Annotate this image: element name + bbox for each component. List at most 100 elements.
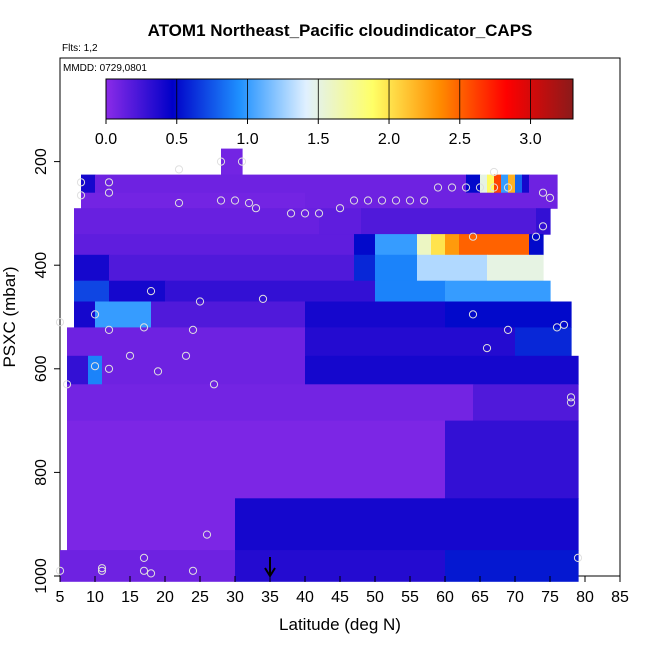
heatmap-cell xyxy=(67,498,236,551)
colorbar: 0.0 0.5 1.0 1.5 2.0 2.5 3.0 xyxy=(95,78,574,148)
colorbar-tick-label: 1.0 xyxy=(236,131,258,148)
heatmap-cell xyxy=(508,174,516,194)
colorbar-tick-label: 1.5 xyxy=(307,131,329,148)
sample-point xyxy=(104,325,114,334)
heatmap-cell xyxy=(95,301,152,328)
sample-point xyxy=(405,196,415,205)
heatmap-cell xyxy=(305,355,579,385)
heatmap-cell xyxy=(74,301,96,328)
x-tick-label: 50 xyxy=(366,589,384,606)
chart-title: ATOM1 Northeast_Pacific cloudindicator_C… xyxy=(148,21,533,40)
sample-point xyxy=(538,188,548,197)
sample-point xyxy=(559,320,569,329)
sample-point xyxy=(55,318,65,327)
x-axis: 5 10 15 20 25 30 35 40 45 50 55 60 65 70 75 80 85 xyxy=(56,576,629,606)
heatmap-cell xyxy=(515,174,523,194)
sample-point xyxy=(335,204,345,213)
heatmap-cell xyxy=(74,280,110,302)
y-tick-label: 400 xyxy=(33,252,50,279)
heatmap-cell xyxy=(473,384,579,422)
sample-point xyxy=(419,196,429,205)
heatmap-cell xyxy=(445,550,579,582)
date-label: MMDD: 0729,0801 xyxy=(63,63,147,74)
heatmap-cell xyxy=(305,301,446,328)
x-tick-label: 60 xyxy=(436,589,454,606)
heatmap-cell xyxy=(67,355,89,385)
heatmap-cell xyxy=(67,327,306,357)
sample-point xyxy=(153,367,163,376)
sample-point xyxy=(468,232,478,241)
heatmap-cell xyxy=(361,208,537,235)
heatmap-cell xyxy=(487,254,544,282)
sample-point xyxy=(349,196,359,205)
flights-label: Flts: 1,2 xyxy=(62,43,98,54)
heatmap-cell xyxy=(354,234,376,256)
heatmap-cell xyxy=(74,234,355,256)
sample-point xyxy=(139,553,149,563)
sample-point xyxy=(139,323,149,332)
x-tick-label: 80 xyxy=(576,589,594,606)
sample-point xyxy=(538,222,548,231)
sample-point xyxy=(230,196,240,205)
x-tick-label: 70 xyxy=(506,589,524,606)
heatmap-cell xyxy=(95,174,467,194)
sample-point xyxy=(300,209,310,218)
sample-point xyxy=(433,183,443,192)
x-tick-label: 45 xyxy=(331,589,349,606)
sample-point xyxy=(209,380,219,389)
sample-point xyxy=(174,198,184,208)
y-tick-label: 1000 xyxy=(33,558,50,594)
heatmap-cell xyxy=(81,192,306,209)
y-axis: 200 400 600 800 1000 xyxy=(33,148,60,594)
heatmap-cell xyxy=(102,355,306,385)
sample-point xyxy=(503,325,513,334)
sample-point xyxy=(216,157,226,166)
y-tick-label: 800 xyxy=(33,459,50,486)
heatmap-cell xyxy=(88,355,103,385)
x-tick-label: 85 xyxy=(611,589,629,606)
heatmap-cell xyxy=(67,420,446,499)
heatmap-cell xyxy=(417,254,488,282)
sample-point xyxy=(251,204,261,213)
sample-point xyxy=(188,566,198,575)
heatmap-cell xyxy=(529,174,558,194)
sample-point xyxy=(461,183,471,192)
sample-point xyxy=(489,183,499,192)
sample-point xyxy=(104,178,114,187)
x-tick-label: 30 xyxy=(226,589,244,606)
heatmap-cell xyxy=(536,208,551,235)
sample-point xyxy=(90,362,100,371)
sample-point xyxy=(482,344,492,353)
heatmap-cell xyxy=(494,174,502,194)
heatmap-cell xyxy=(480,174,488,194)
heatmap-cell xyxy=(235,498,579,551)
x-tick-label: 20 xyxy=(156,589,174,606)
sample-point xyxy=(97,566,107,575)
heatmap-cell xyxy=(109,280,166,302)
colorbar-tick-label: 0.5 xyxy=(166,131,188,148)
x-axis-label: Latitude (deg N) xyxy=(279,615,401,634)
sample-point xyxy=(545,193,555,202)
heatmap-cell xyxy=(74,208,320,235)
heatmap-cell xyxy=(109,254,355,282)
x-tick-label: 5 xyxy=(56,589,65,606)
heatmap-cell xyxy=(515,327,572,357)
sample-point xyxy=(216,196,226,205)
colorbar-dividers xyxy=(176,79,531,119)
sample-point xyxy=(202,530,212,539)
heatmap-cell xyxy=(522,174,530,194)
sample-point xyxy=(237,157,247,166)
heatmap-cell xyxy=(67,384,474,422)
heatmap-cell xyxy=(151,301,306,328)
sample-point xyxy=(104,188,114,197)
heatmap-cell xyxy=(305,327,516,357)
heatmap-cell xyxy=(375,280,446,302)
sample-point xyxy=(55,566,65,575)
sample-point xyxy=(62,380,72,389)
sample-point xyxy=(391,196,401,205)
sample-point xyxy=(174,165,184,174)
colorbar-gradient xyxy=(105,78,574,120)
heatmap-cell xyxy=(375,254,418,282)
colorbar-tick-label: 0.0 xyxy=(95,131,117,148)
